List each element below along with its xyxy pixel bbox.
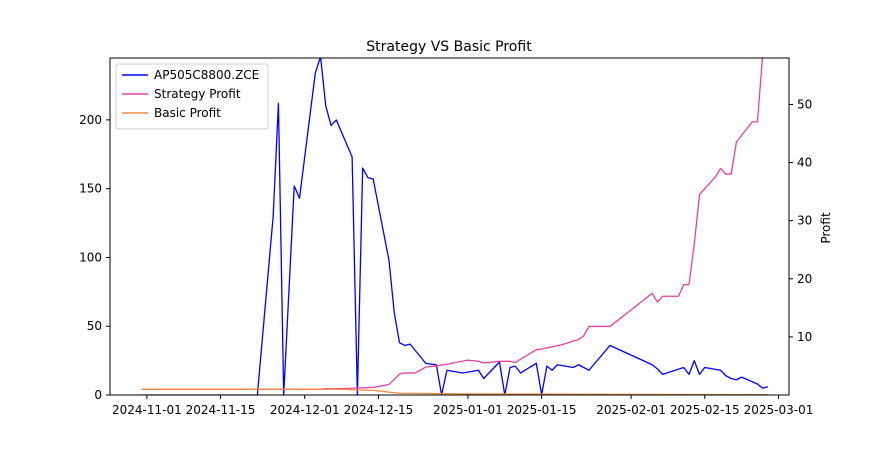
y-right-tick-label-0: 10 (797, 330, 812, 344)
legend: AP505C8800.ZCE Strategy Profit Basic Profi… (115, 63, 269, 130)
y-right-tick-label-3: 40 (797, 156, 812, 170)
series-layer (141, 58, 769, 395)
series-line-1 (141, 58, 764, 390)
y-left-tick-label-3: 150 (79, 182, 102, 196)
legend-label-1: Strategy Profit (154, 87, 241, 101)
x-tick-label-5: 2025-01-15 (507, 403, 577, 417)
y-right-tick-label-4: 50 (797, 97, 812, 111)
x-tick-label-4: 2025-01-01 (433, 403, 503, 417)
x-axis: 2024-11-01 2024-11-15 2024-12-01 2024-12-15… (112, 395, 813, 417)
y-left-tick-label-4: 200 (79, 113, 102, 127)
y-right-tick-label-1: 20 (797, 272, 812, 286)
x-tick-label-7: 2025-02-15 (670, 403, 740, 417)
x-tick-label-8: 2025-03-01 (744, 403, 814, 417)
y-right-tick-label-2: 30 (797, 214, 812, 228)
x-tick-label-0: 2024-11-01 (112, 403, 182, 417)
plot-frame (109, 57, 790, 396)
y-axis-label-right: Profit (819, 212, 833, 244)
x-tick-label-2: 2024-12-01 (270, 403, 340, 417)
x-tick-label-6: 2025-02-01 (596, 403, 666, 417)
y-axis-left: 0 50 100 150 200 (79, 113, 110, 402)
x-tick-label-1: 2024-11-15 (186, 403, 256, 417)
legend-label-0: AP505C8800.ZCE (154, 68, 259, 82)
series-line-2 (141, 388, 768, 395)
y-left-tick-label-1: 50 (87, 319, 102, 333)
series-line-0 (141, 58, 769, 395)
y-left-tick-label-2: 100 (79, 250, 102, 264)
y-left-tick-label-0: 0 (94, 388, 102, 402)
y-axis-right: 10 20 30 40 50 (789, 97, 812, 344)
legend-box (115, 63, 269, 130)
x-tick-label-3: 2024-12-15 (344, 403, 414, 417)
legend-label-2: Basic Profit (154, 106, 221, 120)
chart-title: Strategy VS Basic Profit (366, 39, 532, 55)
